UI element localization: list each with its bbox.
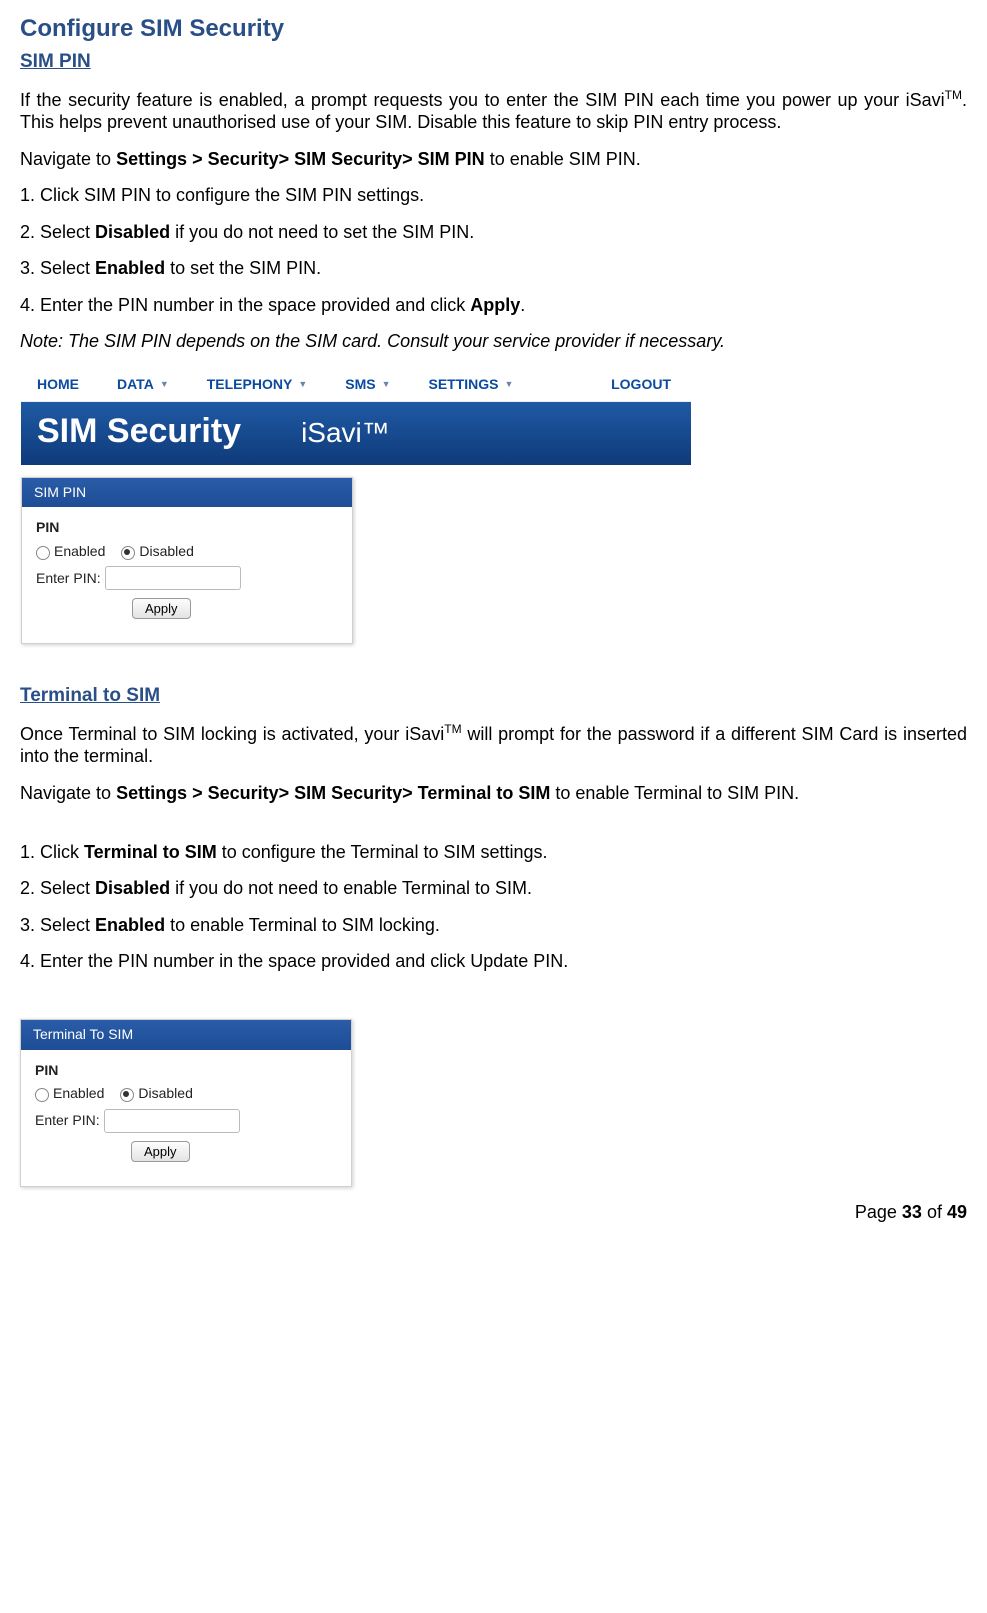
- page-footer: Page 33 of 49: [20, 1201, 967, 1224]
- t-step-3: 3. Select Enabled to enable Terminal to …: [20, 914, 967, 937]
- bold: Disabled: [95, 878, 170, 898]
- sim-pin-note: Note: The SIM PIN depends on the SIM car…: [20, 330, 967, 353]
- label: LOGOUT: [611, 376, 671, 394]
- text: to enable Terminal to SIM PIN.: [550, 783, 799, 803]
- menu-telephony[interactable]: TELEPHONY ▼: [207, 376, 308, 394]
- text: Navigate to: [20, 783, 116, 803]
- bold: Terminal to SIM: [84, 842, 217, 862]
- sim-pin-nav: Navigate to Settings > Security> SIM Sec…: [20, 148, 967, 171]
- pin-label: PIN: [36, 519, 338, 537]
- page-heading: Configure SIM Security: [20, 14, 967, 44]
- section-sim-pin-title: SIM PIN: [20, 50, 967, 74]
- bold: Enabled: [95, 915, 165, 935]
- t-step-2: 2. Select Disabled if you do not need to…: [20, 877, 967, 900]
- radio-enabled-label: Enabled: [53, 1085, 104, 1103]
- sim-pin-intro: If the security feature is enabled, a pr…: [20, 88, 967, 134]
- apply-button[interactable]: Apply: [131, 1141, 190, 1162]
- enter-pin-label: Enter PIN:: [36, 570, 101, 588]
- text: to set the SIM PIN.: [165, 258, 321, 278]
- text: Navigate to: [20, 149, 116, 169]
- text: 3. Select: [20, 258, 95, 278]
- bold: Disabled: [95, 222, 170, 242]
- text: 3. Select: [20, 915, 95, 935]
- text: Page: [855, 1202, 902, 1222]
- label: SMS: [345, 376, 375, 394]
- radio-enabled-label: Enabled: [54, 543, 105, 561]
- panel-header: Terminal To SIM: [21, 1020, 351, 1050]
- menu-sms[interactable]: SMS ▼: [345, 376, 390, 394]
- text: of: [922, 1202, 947, 1222]
- bold: Apply: [470, 295, 520, 315]
- nav-path: Settings > Security> SIM Security> Termi…: [116, 783, 550, 803]
- text: to enable SIM PIN.: [485, 149, 641, 169]
- text: if you do not need to set the SIM PIN.: [170, 222, 474, 242]
- text: to enable Terminal to SIM locking.: [165, 915, 440, 935]
- apply-button[interactable]: Apply: [132, 598, 191, 619]
- label: HOME: [37, 376, 79, 394]
- sim-security-screenshot: HOME DATA ▼ TELEPHONY ▼ SMS ▼ SETTINGS ▼ LOG…: [20, 367, 692, 646]
- text: 2. Select: [20, 878, 95, 898]
- t-step-4: 4. Enter the PIN number in the space pro…: [20, 950, 967, 973]
- radio-disabled-label: Disabled: [138, 1085, 192, 1103]
- pin-input[interactable]: [105, 566, 241, 590]
- label: SETTINGS: [429, 376, 499, 394]
- page-banner: SIM Security iSavi™: [21, 402, 691, 465]
- menu-home[interactable]: HOME: [37, 376, 79, 394]
- label: DATA: [117, 376, 154, 394]
- terminal-intro: Once Terminal to SIM locking is activate…: [20, 722, 967, 768]
- text: 4. Enter the PIN number in the space pro…: [20, 295, 470, 315]
- current-page: 33: [902, 1202, 922, 1222]
- step-1: 1. Click SIM PIN to configure the SIM PI…: [20, 184, 967, 207]
- radio-enabled[interactable]: [35, 1088, 49, 1102]
- banner-title: SIM Security: [37, 410, 241, 453]
- text: If the security feature is enabled, a pr…: [20, 90, 945, 110]
- menubar: HOME DATA ▼ TELEPHONY ▼ SMS ▼ SETTINGS ▼ LOG…: [21, 368, 691, 403]
- nav-path: Settings > Security> SIM Security> SIM P…: [116, 149, 485, 169]
- chevron-down-icon: ▼: [298, 379, 307, 390]
- panel-header: SIM PIN: [22, 478, 352, 508]
- enter-pin-label: Enter PIN:: [35, 1112, 100, 1130]
- text: 2. Select: [20, 222, 95, 242]
- label: TELEPHONY: [207, 376, 293, 394]
- tm: TM: [945, 88, 962, 102]
- step-2: 2. Select Disabled if you do not need to…: [20, 221, 967, 244]
- radio-enabled[interactable]: [36, 546, 50, 560]
- terminal-to-sim-panel: Terminal To SIM PIN Enabled Disabled Ent…: [20, 1019, 352, 1187]
- pin-input[interactable]: [104, 1109, 240, 1133]
- step-4: 4. Enter the PIN number in the space pro…: [20, 294, 967, 317]
- tm: TM: [444, 722, 461, 736]
- terminal-to-sim-screenshot: Terminal To SIM PIN Enabled Disabled Ent…: [20, 1019, 360, 1187]
- bold: Enabled: [95, 258, 165, 278]
- text: .: [520, 295, 525, 315]
- radio-disabled-label: Disabled: [139, 543, 193, 561]
- chevron-down-icon: ▼: [505, 379, 514, 390]
- text: to configure the Terminal to SIM setting…: [217, 842, 548, 862]
- radio-disabled[interactable]: [121, 546, 135, 560]
- pin-label: PIN: [35, 1062, 337, 1080]
- banner-brand: iSavi™: [301, 415, 390, 450]
- terminal-nav: Navigate to Settings > Security> SIM Sec…: [20, 782, 967, 805]
- chevron-down-icon: ▼: [382, 379, 391, 390]
- menu-data[interactable]: DATA ▼: [117, 376, 169, 394]
- menu-logout[interactable]: LOGOUT: [611, 376, 671, 394]
- t-step-1: 1. Click Terminal to SIM to configure th…: [20, 841, 967, 864]
- menu-settings[interactable]: SETTINGS ▼: [429, 376, 514, 394]
- step-3: 3. Select Enabled to set the SIM PIN.: [20, 257, 967, 280]
- sim-pin-panel: SIM PIN PIN Enabled Disabled Enter PIN: …: [21, 477, 353, 645]
- text: Once Terminal to SIM locking is activate…: [20, 724, 444, 744]
- text: 1. Click: [20, 842, 84, 862]
- text: if you do not need to enable Terminal to…: [170, 878, 532, 898]
- total-pages: 49: [947, 1202, 967, 1222]
- section-terminal-to-sim-title: Terminal to SIM: [20, 684, 967, 708]
- chevron-down-icon: ▼: [160, 379, 169, 390]
- radio-disabled[interactable]: [120, 1088, 134, 1102]
